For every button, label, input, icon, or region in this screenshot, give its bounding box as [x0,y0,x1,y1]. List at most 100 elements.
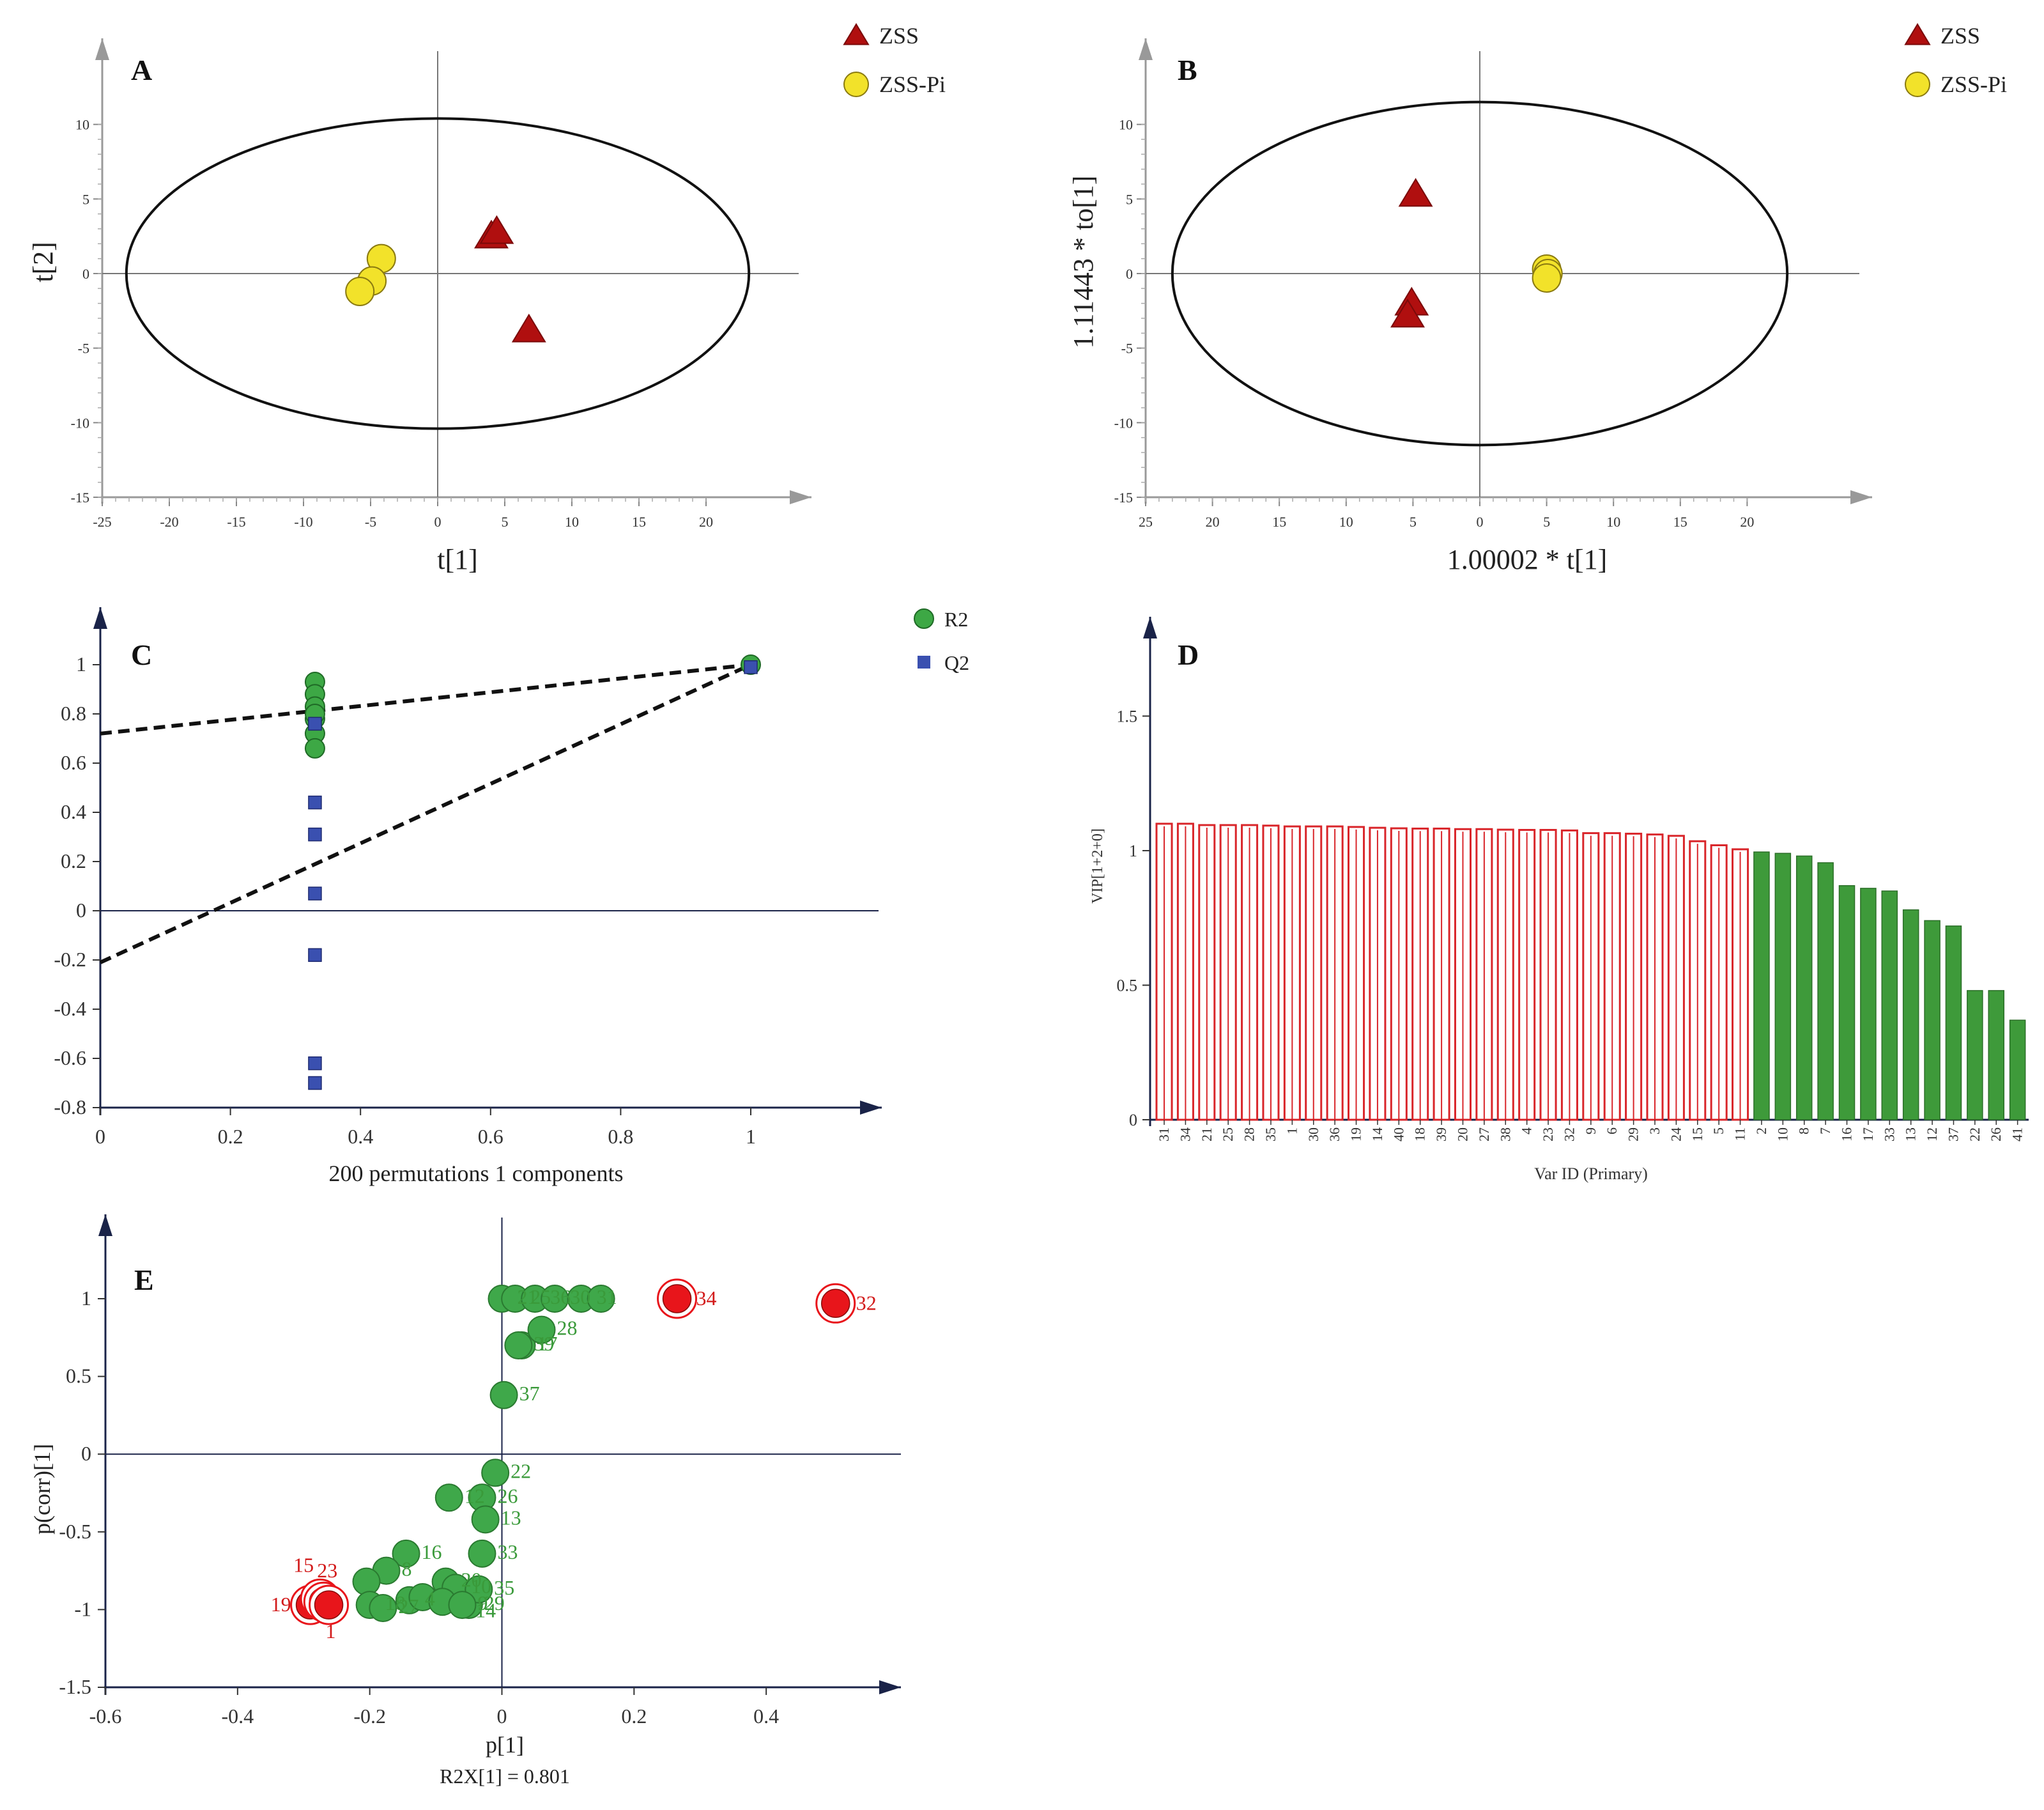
splot-point-label: 27 [398,1595,419,1618]
vip-bar-low [1817,862,1834,1120]
legend-zss-pi-marker [1905,72,1930,97]
y-tick-label: -0.8 [54,1095,86,1118]
y-tick-label: -1 [74,1597,91,1620]
vip-bar-low [1967,990,1983,1120]
x-tick-label: 20 [1740,514,1754,530]
x-tick-label: 20 [1206,514,1220,530]
legend-zss-pi-marker [843,72,869,97]
x-axis-head [879,1680,901,1694]
zss-pi-point [1532,263,1562,293]
x-tick-label: 31 [1156,1127,1172,1141]
splot-point-label: 13 [501,1506,521,1529]
y-tick-label: 0 [81,1442,91,1465]
x-tick-label: 35 [1263,1127,1279,1141]
x-axis-label: p[1] [486,1732,524,1758]
x-tick-label: 17 [1860,1127,1876,1141]
significant-point [662,1284,692,1313]
x-tick-label: -0.4 [222,1705,254,1728]
q2-point [308,827,322,842]
hotelling-ellipse [1171,100,1789,447]
r2x-note: R2X[1] = 0.801 [440,1765,570,1788]
splot-point-label: 22 [511,1459,531,1482]
y-axis-head [95,38,109,60]
y-tick-label: -5 [1121,341,1133,357]
panel-letter: C [131,638,152,671]
y-axis-label: p(corr)[1] [29,1444,55,1535]
q2-point [308,1076,322,1090]
y-tick-label: 0 [76,899,86,922]
r2-point [304,738,325,759]
x-tick-label: 13 [1903,1127,1919,1141]
x-tick-label: 23 [1540,1127,1556,1141]
y-tick-label: 0.8 [61,702,86,725]
x-tick-label: 37 [1945,1127,1961,1141]
vip-bar-low [1838,885,1856,1120]
x-tick-label: 26 [1988,1127,2004,1141]
x-axis-label: 1.00002 * t[1] [1447,544,1608,575]
y-tick-label: 0 [1126,266,1133,282]
q2-point [308,716,322,731]
x-tick-label: 10 [1339,514,1353,530]
regression-line-q2 [99,663,752,964]
y-tick-label: -5 [78,341,89,357]
vip-bar-low [1881,890,1898,1120]
splot-point-label: 20 [461,1568,482,1591]
x-tick-label: 15 [1689,1127,1705,1141]
x-tick-label: 33 [1881,1127,1897,1141]
y-axis-label: t[2] [27,242,59,282]
x-tick-label: 6 [1604,1127,1620,1134]
splot-point [448,1591,477,1620]
x-tick-label: 19 [1348,1127,1364,1141]
x-tick-label: 27 [1476,1127,1492,1141]
vip-bar-low [1860,888,1877,1120]
y-tick-label: -0.4 [54,997,86,1020]
x-tick-label: -10 [294,514,312,530]
splot-point-label: 36 [550,1285,571,1308]
zss-point [1398,178,1433,207]
x-tick-label: -0.6 [89,1705,122,1728]
x-tick-label: 1 [746,1125,756,1148]
splot-point [468,1539,496,1568]
splot-point-label: 30 [570,1285,590,1308]
y-tick-label: 0 [1129,1111,1137,1129]
x-tick-label: 1 [1284,1127,1300,1134]
splot-point [392,1539,420,1568]
q2-point [308,1056,322,1071]
x-tick-label: 34 [1177,1127,1193,1141]
splot-point [527,1315,556,1344]
vip-bar-low [1774,853,1792,1120]
x-tick-label: 0 [95,1125,105,1148]
x-tick-label: 0 [434,514,442,530]
x-tick-label: 9 [1583,1127,1599,1134]
x-tick-label: 10 [1774,1127,1790,1141]
legend-zss-label: ZSS [879,23,919,49]
x-tick-label: 0.6 [478,1125,503,1148]
x-tick-label: -15 [227,514,245,530]
x-tick-label: 15 [1673,514,1687,530]
x-axis-head [860,1101,882,1115]
y-tick-label: 1 [1129,842,1137,860]
y-tick-label: 0.5 [1117,976,1138,994]
y-axis-label: VIP[1+2+0] [1089,828,1106,904]
q2-point [744,660,758,674]
splot-point-label: 17 [537,1332,558,1355]
legend-q2-label: Q2 [944,651,969,674]
panel-letter: A [131,54,152,86]
y-tick-label: 10 [75,117,89,133]
y-tick-label: 1 [81,1287,91,1310]
x-tick-label: 22 [1967,1127,1983,1141]
splot-point-label: 26 [497,1484,518,1507]
panel-c: -0.8 -0.6 -0.4 -0.2 0 0.2 0.4 0.6 0.8 1 0 0.2 0.4 0.6… [54,607,969,1186]
zss-point [1390,298,1425,328]
splot-point-label: 21 [518,1285,538,1308]
x-tick-label: 0.2 [218,1125,243,1148]
y-axis-head [93,607,107,629]
x-tick-label: 21 [1199,1127,1215,1141]
y-tick-label: 10 [1119,117,1133,133]
legend-r2-label: R2 [944,608,968,631]
x-axis-label: t[1] [437,544,478,575]
splot-point-label: 8 [402,1558,412,1581]
splot-point [481,1458,510,1487]
x-tick-label: 14 [1369,1127,1385,1141]
